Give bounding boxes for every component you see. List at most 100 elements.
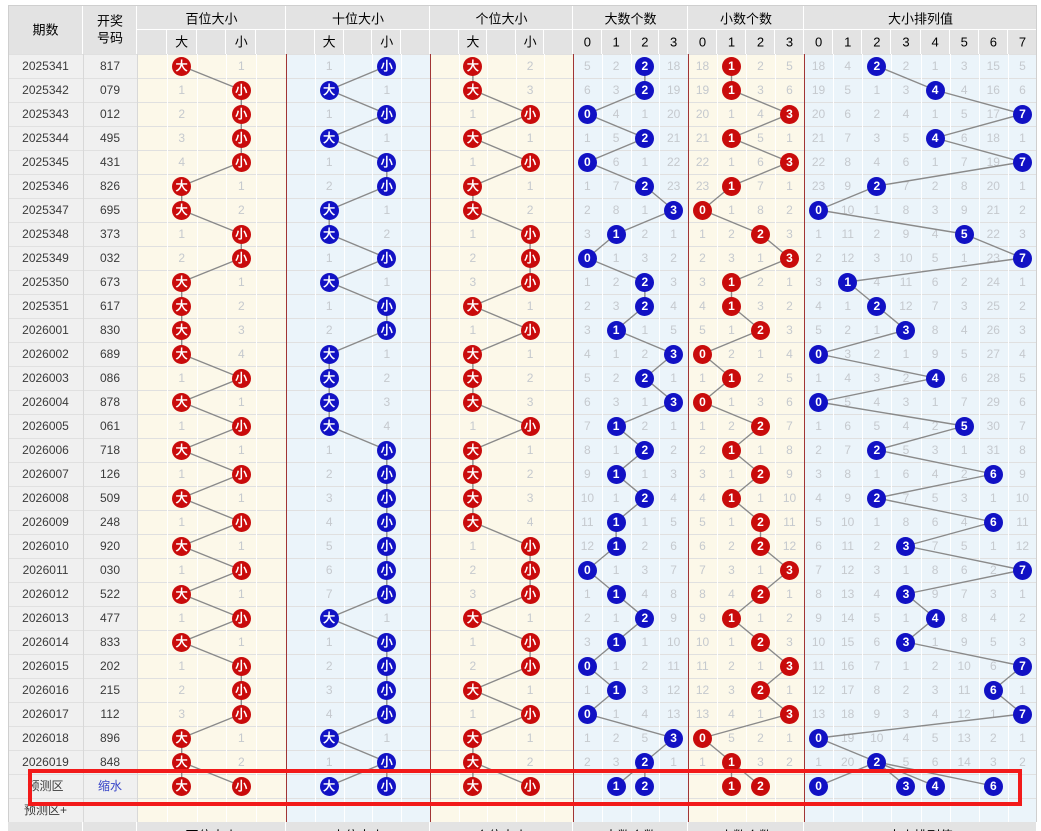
- miss-count: 9: [844, 491, 852, 505]
- miss-count: 12: [841, 251, 855, 265]
- header-group-bai: [137, 5, 286, 30]
- miss-count: 10: [899, 251, 913, 265]
- subcol-grid-line: [979, 54, 980, 822]
- miss-count: 1: [178, 419, 186, 433]
- header-number-line1: 开奖: [96, 13, 124, 29]
- miss-count: 13: [666, 707, 681, 721]
- hit-circle-pl: 7: [1012, 104, 1032, 124]
- miss-count: 2: [699, 251, 706, 265]
- row-line: [8, 654, 1037, 655]
- subheader-cell: [137, 30, 167, 54]
- header-group-shi-title: 十位大小: [331, 11, 385, 26]
- hit-circle-xiao: 3: [780, 656, 799, 676]
- miss-count: 3: [325, 491, 333, 505]
- miss-count: 3: [1019, 227, 1026, 241]
- miss-count: 20: [841, 755, 855, 769]
- hit-circle-pl: 7: [1012, 560, 1032, 580]
- hit-circle-pl: 2: [867, 488, 887, 508]
- miss-count: 20: [666, 107, 681, 121]
- miss-count: 3: [641, 563, 649, 577]
- miss-count: 2: [641, 419, 649, 433]
- number-cell: 032: [99, 251, 121, 265]
- subheader-cell: [286, 30, 315, 54]
- hit-circle-pl: 4: [925, 368, 945, 388]
- period-cell: 2026008: [22, 491, 69, 505]
- miss-count: 2: [1019, 611, 1026, 625]
- hit-circle-da: 1: [606, 584, 626, 604]
- hit-circle-shi: 大: [319, 272, 339, 292]
- period-cell: 2026003: [22, 371, 69, 385]
- miss-count: 2: [584, 299, 591, 313]
- period-cell: 2025345: [22, 155, 69, 169]
- miss-count: 3: [670, 275, 677, 289]
- subheader-cell: [196, 30, 227, 54]
- hit-circle-bai: 大: [172, 776, 192, 796]
- miss-count: 8: [815, 587, 822, 601]
- subheader-cell: [601, 30, 631, 54]
- miss-count: 5: [960, 107, 968, 121]
- miss-count: 7: [960, 587, 968, 601]
- hit-circle-bai: 大: [172, 488, 192, 508]
- miss-count: 1: [526, 179, 534, 193]
- hit-circle-bai: 小: [231, 776, 251, 796]
- hit-circle-pl: 4: [925, 776, 945, 796]
- miss-count: 5: [699, 323, 706, 337]
- row-line: [8, 78, 1037, 79]
- hit-circle-shi: 大: [319, 776, 339, 796]
- number-cell: 431: [99, 155, 121, 169]
- hit-circle-bai: 小: [231, 248, 251, 268]
- miss-count: 28: [986, 371, 1000, 385]
- header-group-da-title: 大数个数: [604, 11, 657, 26]
- hit-circle-pl: 3: [896, 536, 916, 556]
- hit-circle-bai: 大: [172, 344, 192, 364]
- miss-count: 4: [931, 707, 939, 721]
- subheader-label: 大: [175, 34, 189, 50]
- miss-count: 1: [383, 731, 391, 745]
- miss-count: 24: [986, 275, 1000, 289]
- hit-circle-da: 1: [606, 776, 626, 796]
- hit-circle-da: 2: [635, 608, 655, 628]
- miss-count: 8: [873, 683, 881, 697]
- miss-count: 9: [670, 611, 677, 625]
- miss-count: 4: [902, 107, 910, 121]
- hit-circle-xiao: 2: [751, 416, 770, 436]
- hit-circle-pl: 0: [809, 200, 829, 220]
- miss-count: 3: [584, 635, 591, 649]
- miss-count: 1: [670, 371, 677, 385]
- miss-count: 6: [931, 275, 939, 289]
- subheader-cell: [343, 30, 373, 54]
- miss-count: 12: [1015, 539, 1030, 553]
- footer-header-group-da: [573, 822, 688, 831]
- miss-count: 1: [757, 659, 764, 673]
- miss-count: 6: [844, 419, 852, 433]
- miss-count: 1: [237, 731, 245, 745]
- miss-count: 5: [728, 731, 735, 745]
- miss-count: 11: [957, 683, 971, 697]
- shrink-link[interactable]: 缩水: [97, 779, 123, 793]
- miss-count: 1: [902, 611, 910, 625]
- miss-count: 7: [960, 155, 968, 169]
- hit-circle-xiao: 3: [780, 104, 799, 124]
- hit-circle-da: 2: [635, 440, 655, 460]
- miss-count: 25: [986, 299, 1000, 313]
- period-cell: 2025347: [22, 203, 69, 217]
- miss-count: 7: [902, 491, 910, 505]
- hit-circle-ge: 小: [520, 656, 540, 676]
- miss-count: 1: [699, 371, 706, 385]
- miss-count: 3: [641, 683, 649, 697]
- subheader-cell: [833, 30, 863, 54]
- miss-count: 2: [670, 251, 677, 265]
- miss-count: 6: [1019, 395, 1026, 409]
- miss-count: 5: [931, 731, 939, 745]
- hit-circle-pl: 6: [983, 680, 1003, 700]
- miss-count: 4: [178, 155, 186, 169]
- hit-circle-da: 2: [635, 776, 655, 796]
- miss-count: 4: [612, 107, 620, 121]
- miss-count: 2: [728, 419, 735, 433]
- miss-count: 12: [811, 683, 826, 697]
- subheader-cell: [573, 30, 602, 54]
- miss-count: 1: [1019, 731, 1026, 745]
- number-cell: 126: [99, 467, 121, 481]
- miss-count: 1: [469, 635, 477, 649]
- miss-count: 1: [237, 635, 245, 649]
